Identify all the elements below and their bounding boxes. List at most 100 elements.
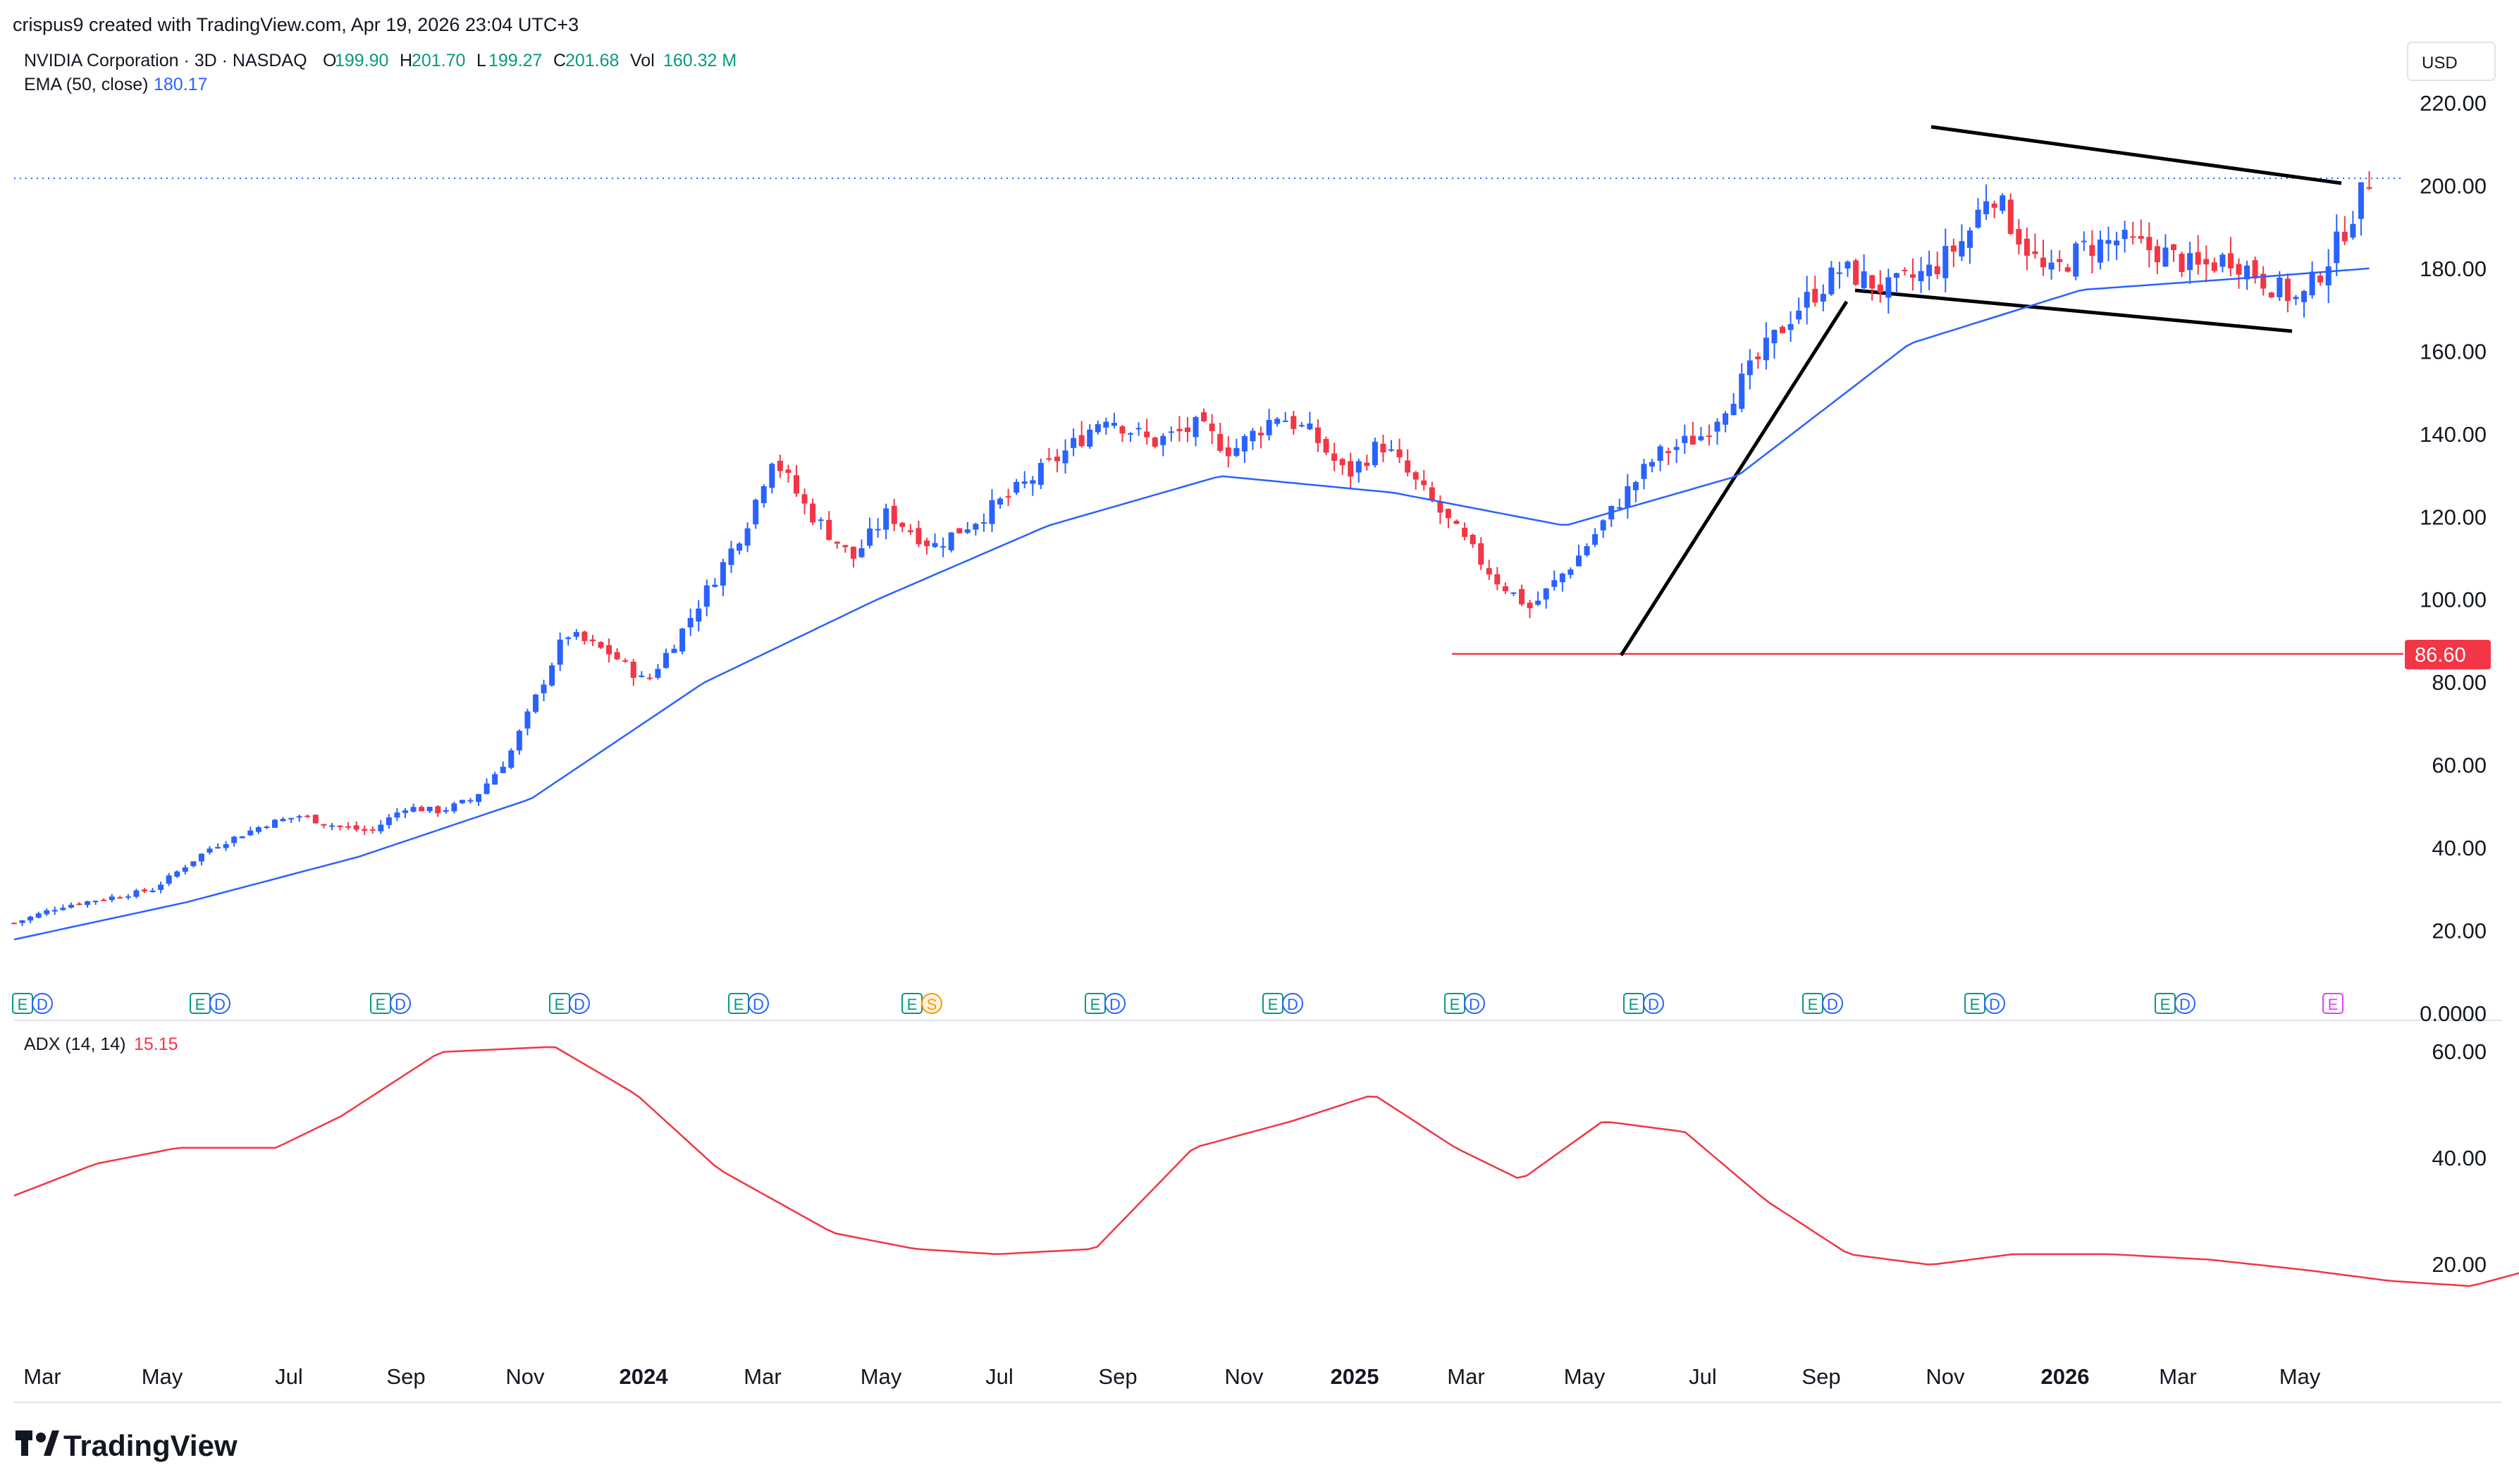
candle-body [1291,416,1297,429]
candle-body [1478,543,1484,565]
candle-body [2040,257,2047,268]
candle-body [2252,260,2258,279]
candle-body [247,830,254,836]
candle-body [2277,277,2283,297]
candle-body [264,827,270,829]
candle-body [125,896,131,898]
candle-body [1494,574,1501,585]
candle-body [1869,275,1876,289]
candle-body [1568,569,1574,575]
logo-mark-dot [36,1433,46,1442]
tradingview-logo: TradingView [16,1429,238,1462]
brand-name: TradingView [63,1429,238,1462]
candle-body [1820,294,1826,302]
candle-body [639,675,645,677]
candle-body [989,500,995,524]
candle-body [1144,431,1150,438]
dividend-marker[interactable] [1104,993,1126,1014]
ema-line[interactable] [13,267,2370,941]
wedge-lower-trendline[interactable] [1854,288,2293,333]
candle-body [1462,528,1468,537]
candle-body [2154,246,2160,263]
candle-body [484,783,490,794]
candle-body [867,528,873,546]
candle-body [2000,195,2006,211]
impulse-trendline[interactable] [1619,300,1849,657]
candle-body [630,662,636,678]
ohlc-label: C [553,51,566,70]
time-tick-label: Jul [1689,1364,1717,1389]
candle-body [459,800,465,803]
dividend-marker[interactable] [1984,993,2005,1014]
candle-body [1673,447,1680,450]
candle-body [27,916,34,921]
time-axis[interactable]: Mar May Jul Sep Nov 2024 Mar May Jul Sep Nov 2025 Ma… [23,1364,2320,1389]
dividend-marker[interactable] [1282,993,1303,1014]
candle-body [1046,458,1052,460]
time-tick-label: Nov [1224,1364,1264,1389]
candle-body [271,820,278,828]
candle-body [1787,324,1794,330]
candle-body [2114,240,2120,246]
candle-body [1355,461,1362,473]
candle-body [1071,438,1077,448]
marker-letter: E [18,996,28,1013]
dividend-marker[interactable] [209,993,230,1014]
adx-label[interactable]: ADX (14, 14) [24,1034,126,1054]
price-axis[interactable]: 220.00 200.00 180.00 160.00 140.00 120.00 100.… [2420,91,2487,1026]
dividend-marker[interactable] [32,993,53,1014]
candle-body [1510,592,1517,594]
candle-body [207,848,213,853]
candle-body [1877,284,1883,293]
split-marker[interactable] [921,993,942,1014]
candle-body [1682,435,1688,443]
candle-body [117,897,123,899]
candle-body [1983,201,1990,215]
dividend-marker[interactable] [1822,993,1843,1014]
candle-body [737,543,743,551]
dividend-marker[interactable] [1643,993,1664,1014]
earnings-marker[interactable] [2322,993,2344,1014]
candle-body [973,524,979,530]
candle-body [190,861,197,867]
symbol-title[interactable]: NVIDIA Corporation · 3D · NASDAQ [24,51,307,70]
marker-letter: E [195,996,206,1013]
candle-body [1421,480,1427,486]
adx-line[interactable] [13,1046,2519,1313]
candle-body [2350,223,2356,238]
dividend-marker[interactable] [390,993,411,1014]
adx-axis[interactable]: 60.00 40.00 20.00 [2432,1039,2487,1277]
candle-body [1339,459,1345,466]
candle-body [1364,462,1370,466]
candle-body [288,817,295,820]
candle-body [60,908,66,910]
candle-body [1771,330,1778,344]
marker-letter: E [1970,996,1981,1013]
candle-body [2293,297,2299,299]
candle-body [1689,435,1696,445]
candle-body [614,652,620,660]
dividend-marker[interactable] [748,993,769,1014]
price-tick-label: 200.00 [2420,173,2487,198]
candle-body [1535,600,1541,605]
marker-letter: E [1268,996,1279,1013]
ohlc-label: H [400,51,412,70]
candle-body [2064,267,2071,272]
ema-label[interactable]: EMA (50, close) [24,75,148,94]
candle-body [35,913,42,918]
dividend-marker[interactable] [2174,993,2195,1014]
time-tick-label: Nov [1926,1364,1965,1389]
dividend-marker[interactable] [569,993,590,1014]
candle-body [557,639,563,665]
wedge-upper-trendline[interactable] [1930,125,2342,185]
candle-body [1184,427,1190,433]
currency-button[interactable] [2407,42,2496,81]
dividend-marker[interactable] [1464,993,1485,1014]
candle-body [419,807,425,812]
marker-letter: D [1287,996,1298,1013]
candle-body [2081,240,2087,242]
candle-body [11,922,17,925]
candle-body [239,836,245,839]
candle-body [1307,423,1313,430]
